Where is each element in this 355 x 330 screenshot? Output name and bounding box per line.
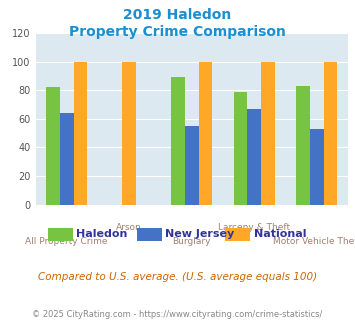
Text: Property Crime Comparison: Property Crime Comparison <box>69 25 286 39</box>
Bar <box>60 113 73 205</box>
Text: Motor Vehicle Theft: Motor Vehicle Theft <box>273 237 355 246</box>
Text: 2019 Haledon: 2019 Haledon <box>124 8 231 22</box>
Text: Compared to U.S. average. (U.S. average equals 100): Compared to U.S. average. (U.S. average … <box>38 272 317 282</box>
Bar <box>122 62 136 205</box>
Text: Larceny & Theft: Larceny & Theft <box>218 223 290 232</box>
Bar <box>296 86 310 205</box>
Text: Arson: Arson <box>116 223 142 232</box>
Bar <box>323 62 337 205</box>
Bar <box>247 109 261 205</box>
Bar <box>185 126 198 205</box>
Text: New Jersey: New Jersey <box>165 229 234 239</box>
Bar <box>234 92 247 205</box>
Text: © 2025 CityRating.com - https://www.cityrating.com/crime-statistics/: © 2025 CityRating.com - https://www.city… <box>32 310 323 319</box>
Bar <box>261 62 275 205</box>
Text: National: National <box>254 229 306 239</box>
Bar <box>171 77 185 205</box>
Bar <box>310 129 323 205</box>
Text: Burglary: Burglary <box>173 237 211 246</box>
Text: Haledon: Haledon <box>76 229 128 239</box>
Bar <box>46 87 60 205</box>
Bar <box>73 62 87 205</box>
Text: All Property Crime: All Property Crime <box>26 237 108 246</box>
Bar <box>198 62 212 205</box>
